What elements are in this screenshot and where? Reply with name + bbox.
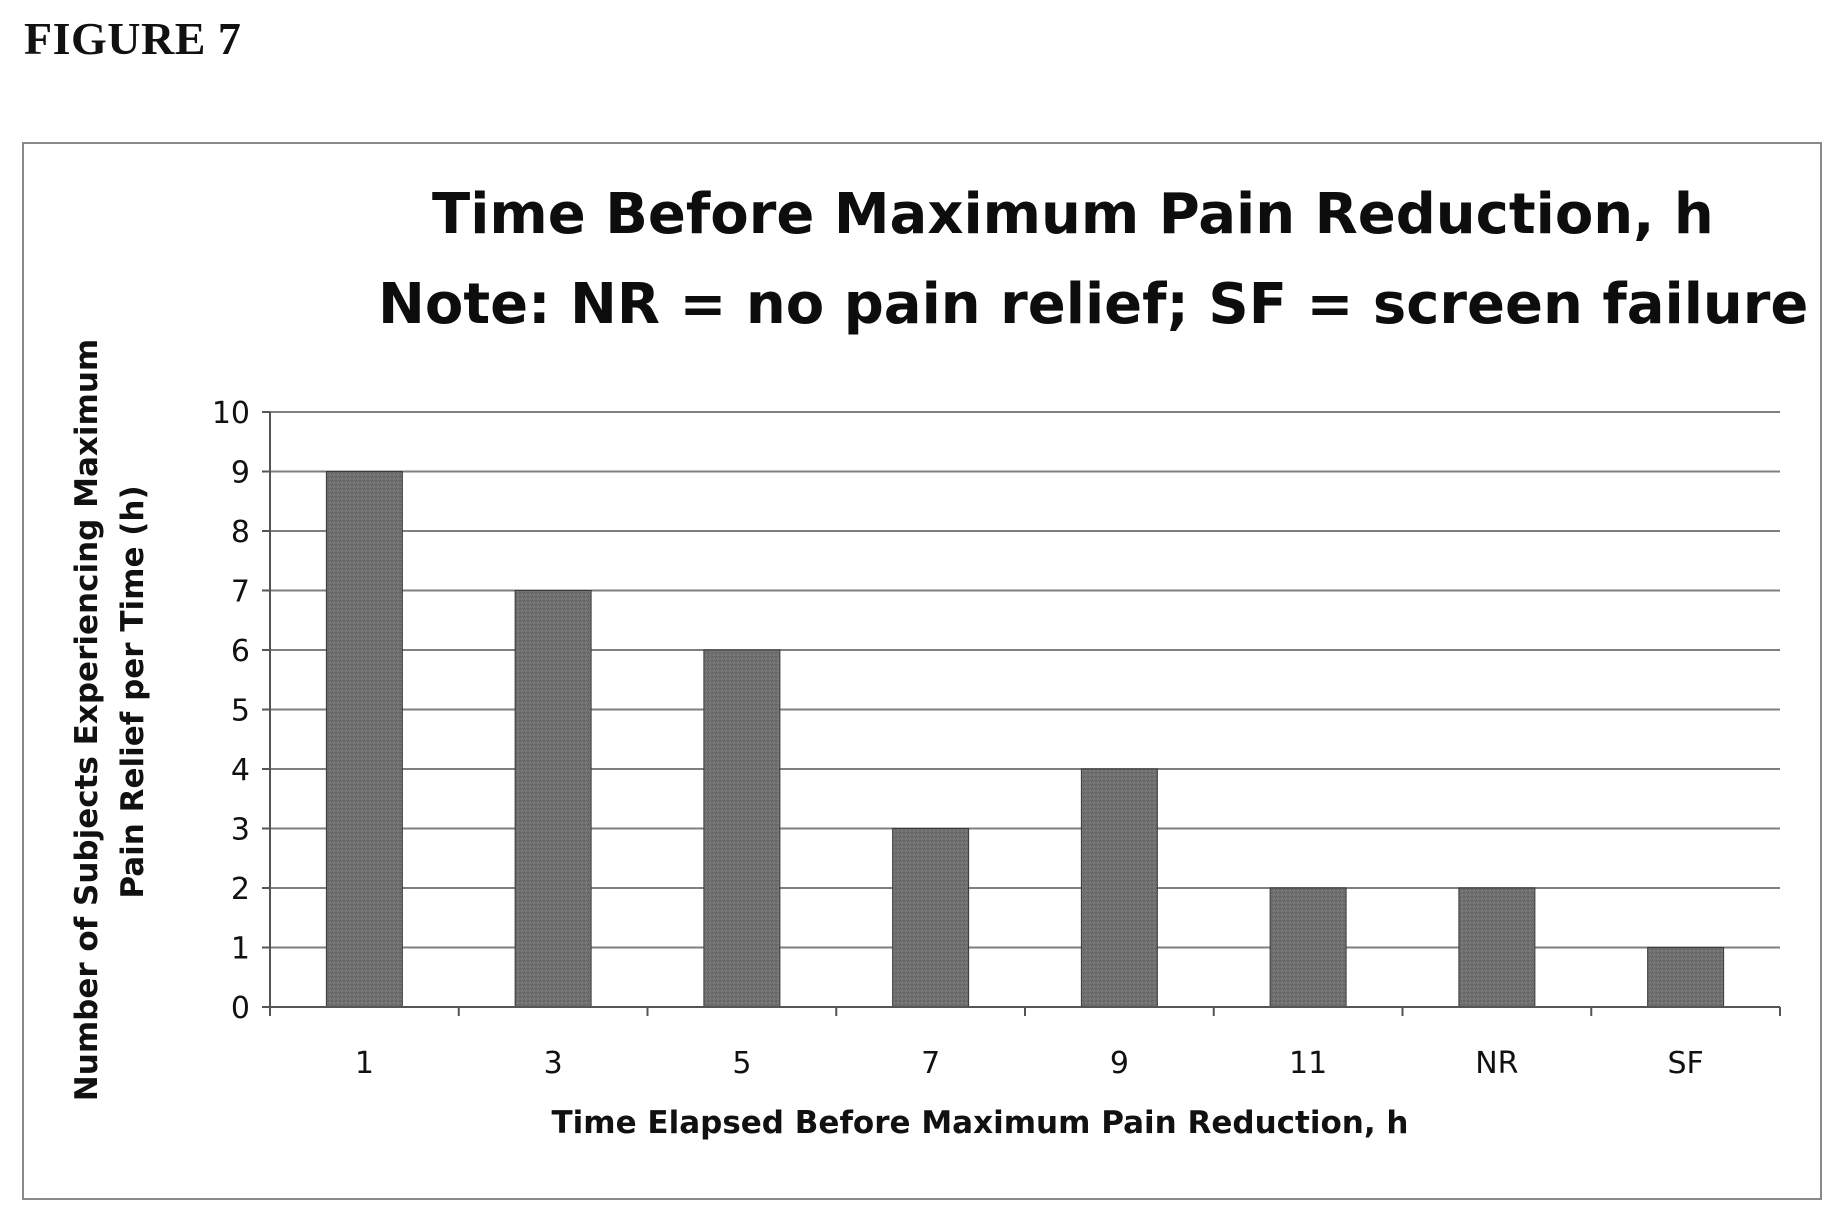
x-tick-label: 3 <box>544 1046 563 1081</box>
bar-SF <box>1647 947 1725 1008</box>
y-tick-label: 8 <box>231 515 250 550</box>
y-axis-title-line-1: Number of Subjects Experiencing Maximum <box>69 339 105 1101</box>
bar-NR <box>1458 887 1536 1008</box>
chart-subtitle: Note: NR = no pain relief; SF = screen f… <box>378 272 1809 337</box>
bar-5 <box>703 649 781 1008</box>
bar-9 <box>1080 768 1158 1008</box>
x-tick-label: 5 <box>732 1046 751 1081</box>
x-tick-label: 9 <box>1110 1046 1129 1081</box>
axes <box>262 411 1781 1016</box>
y-tick-label: 7 <box>231 575 250 610</box>
chart-title: Time Before Maximum Pain Reduction, h <box>432 182 1714 247</box>
bar-7 <box>892 828 970 1008</box>
y-tick-label: 2 <box>231 872 250 907</box>
x-tick-label: 1 <box>355 1046 374 1081</box>
bars <box>325 471 1725 1008</box>
y-tick-labels: 0 1 2 3 4 5 6 7 8 9 10 <box>212 396 250 1026</box>
x-tick-labels: 1 3 5 7 9 11 NR SF <box>355 1046 1704 1081</box>
y-tick-label: 5 <box>231 694 250 729</box>
y-axis-title: Number of Subjects Experiencing Maximum … <box>69 339 151 1101</box>
x-axis-title: Time Elapsed Before Maximum Pain Reducti… <box>552 1105 1409 1141</box>
y-tick-label: 0 <box>231 991 250 1026</box>
chart-frame <box>22 142 1822 1200</box>
bar-11 <box>1269 887 1347 1008</box>
x-tick-label: 7 <box>921 1046 940 1081</box>
x-tick-label: 11 <box>1289 1046 1327 1081</box>
x-tick-label: NR <box>1475 1046 1518 1081</box>
gridlines <box>270 411 1780 949</box>
y-tick-label: 9 <box>231 456 250 491</box>
y-tick-label: 10 <box>212 396 250 431</box>
y-tick-label: 3 <box>231 813 250 848</box>
y-tick-label: 4 <box>231 753 250 788</box>
y-axis-title-line-2: Pain Relief per Time (h) <box>115 485 151 898</box>
figure-label: FIGURE 7 <box>24 13 242 64</box>
y-tick-label: 6 <box>231 634 250 669</box>
x-tick-label: SF <box>1667 1046 1703 1081</box>
y-tick-label: 1 <box>231 932 250 967</box>
bar-1 <box>325 471 403 1008</box>
bar-3 <box>514 590 592 1008</box>
